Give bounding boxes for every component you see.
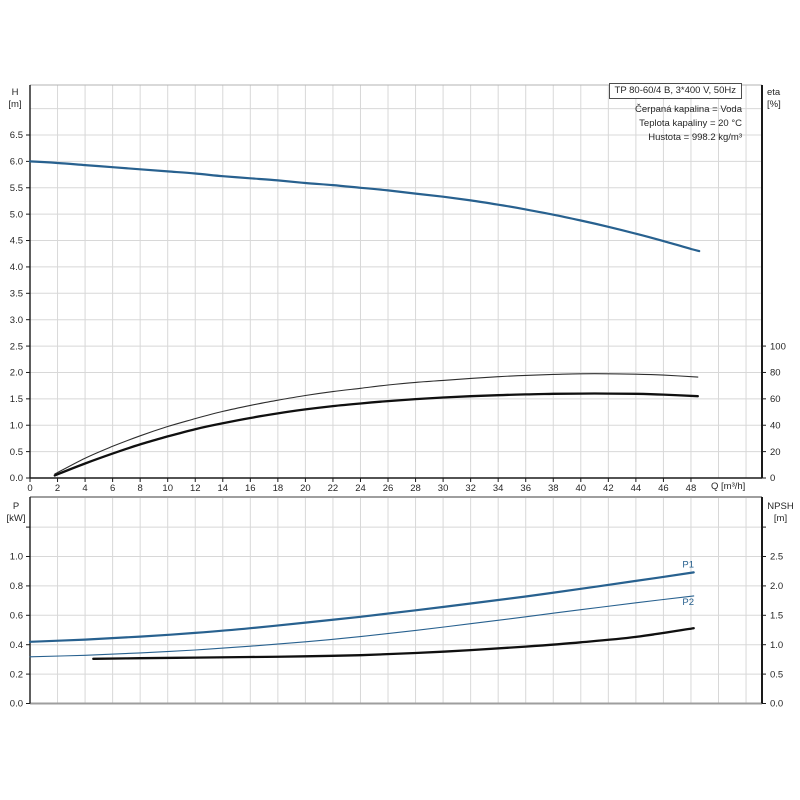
svg-text:0: 0 xyxy=(27,483,32,494)
svg-text:4: 4 xyxy=(82,483,87,494)
svg-text:20: 20 xyxy=(300,483,311,494)
power-npsh-tick-labels: 0.0 0.2 0.4 0.6 0.8 1.0 0.0 0.5 1.0 1.5 2.0 2.5 xyxy=(10,526,783,710)
svg-text:2.0: 2.0 xyxy=(770,581,783,592)
eta-axis-title-line1: eta xyxy=(767,87,781,98)
pump-info-lines: Čerpaná kapalina = Voda Teplota kapaliny… xyxy=(635,103,742,145)
eta-thick-curve xyxy=(53,392,699,477)
svg-text:80: 80 xyxy=(770,368,781,379)
svg-text:2.5: 2.5 xyxy=(770,552,783,563)
svg-text:0.6: 0.6 xyxy=(10,611,23,622)
svg-text:12: 12 xyxy=(190,483,201,494)
h-curve xyxy=(28,160,701,253)
svg-text:5.5: 5.5 xyxy=(10,183,23,194)
svg-text:30: 30 xyxy=(438,483,449,494)
svg-text:6.0: 6.0 xyxy=(10,157,23,168)
svg-text:46: 46 xyxy=(658,483,669,494)
svg-text:14: 14 xyxy=(217,483,228,494)
svg-text:34: 34 xyxy=(493,483,504,494)
svg-text:22: 22 xyxy=(328,483,339,494)
eta-axis-title-line2: [%] xyxy=(767,98,781,110)
svg-text:6.5: 6.5 xyxy=(10,130,23,141)
svg-text:1.5: 1.5 xyxy=(770,611,783,622)
p-axis-title-line1: P xyxy=(12,501,20,512)
svg-text:0.0: 0.0 xyxy=(770,699,783,710)
svg-text:1.0: 1.0 xyxy=(10,552,23,563)
svg-text:8: 8 xyxy=(138,483,143,494)
svg-text:44: 44 xyxy=(631,483,642,494)
svg-text:1.0: 1.0 xyxy=(10,420,23,431)
svg-text:0.5: 0.5 xyxy=(10,447,23,458)
svg-text:0: 0 xyxy=(770,473,775,484)
p-axis-title: P [kW] xyxy=(2,501,30,524)
p-axis-title-line2: [kW] xyxy=(6,512,26,524)
svg-text:38: 38 xyxy=(548,483,559,494)
svg-text:20: 20 xyxy=(770,447,781,458)
svg-text:0.8: 0.8 xyxy=(10,581,23,592)
svg-text:3.5: 3.5 xyxy=(10,289,23,300)
h-axis-title-line1: H xyxy=(11,87,19,98)
power-npsh-chart: 0.0 0.2 0.4 0.6 0.8 1.0 0.0 0.5 1.0 1.5 2.0 2.5 P1 P2 xyxy=(10,496,783,710)
svg-text:48: 48 xyxy=(686,483,697,494)
npsh-axis-title: NPSH [m] xyxy=(761,501,800,524)
p1-curve-label: P1 xyxy=(682,560,694,571)
svg-text:0.5: 0.5 xyxy=(770,669,783,680)
info-line-fluid: Čerpaná kapalina = Voda xyxy=(635,104,742,115)
p2-curve xyxy=(29,595,695,658)
eta-thin-curve xyxy=(54,373,699,475)
eta-axis-title: eta [%] xyxy=(767,87,799,110)
svg-text:6: 6 xyxy=(110,483,115,494)
svg-text:40: 40 xyxy=(576,483,587,494)
q-axis-title: Q [m³/h] xyxy=(711,481,746,492)
h-axis-title-line2: [m] xyxy=(8,98,22,110)
svg-text:40: 40 xyxy=(770,420,781,431)
svg-text:0.4: 0.4 xyxy=(10,640,23,651)
svg-text:3.0: 3.0 xyxy=(10,315,23,326)
svg-text:2.5: 2.5 xyxy=(10,341,23,352)
svg-text:0.0: 0.0 xyxy=(10,699,23,710)
svg-text:100: 100 xyxy=(770,341,786,352)
svg-text:5.0: 5.0 xyxy=(10,209,23,220)
head-efficiency-gridlines xyxy=(30,85,762,478)
svg-text:1.0: 1.0 xyxy=(770,640,783,651)
svg-text:0.0: 0.0 xyxy=(10,473,23,484)
svg-text:18: 18 xyxy=(273,483,284,494)
svg-text:32: 32 xyxy=(465,483,476,494)
pump-model-title: TP 80-60/4 B, 3*400 V, 50Hz xyxy=(608,83,742,99)
h-axis-title: H [m] xyxy=(2,87,28,110)
p2-curve-label: P2 xyxy=(682,597,694,608)
npsh-curve xyxy=(92,627,695,660)
power-npsh-gridlines xyxy=(30,497,762,704)
svg-text:1.5: 1.5 xyxy=(10,394,23,405)
npsh-axis-title-line2: [m] xyxy=(773,512,788,524)
npsh-axis-title-line1: NPSH xyxy=(767,501,794,512)
head-efficiency-tick-labels: 0.0 0.5 1.0 1.5 2.0 2.5 3.0 3.5 4.0 4.5 5.0 5.5 6.0 6… xyxy=(10,130,786,494)
svg-text:42: 42 xyxy=(603,483,614,494)
info-line-temperature: Teplota kapaliny = 20 °C xyxy=(639,118,742,129)
power-npsh-frame xyxy=(29,496,763,705)
svg-text:16: 16 xyxy=(245,483,256,494)
svg-text:24: 24 xyxy=(355,483,366,494)
svg-text:4.0: 4.0 xyxy=(10,262,23,273)
info-line-density: Hustota = 998.2 kg/m³ xyxy=(648,132,742,143)
p1-curve xyxy=(28,571,695,643)
svg-text:4.5: 4.5 xyxy=(10,236,23,247)
svg-text:0.2: 0.2 xyxy=(10,669,23,680)
head-efficiency-chart: 0.0 0.5 1.0 1.5 2.0 2.5 3.0 3.5 4.0 4.5 5.0 5.5 6.0 6… xyxy=(10,84,786,494)
svg-text:2: 2 xyxy=(55,483,60,494)
svg-text:10: 10 xyxy=(162,483,173,494)
svg-text:2.0: 2.0 xyxy=(10,368,23,379)
svg-text:60: 60 xyxy=(770,394,781,405)
svg-text:36: 36 xyxy=(520,483,531,494)
svg-text:26: 26 xyxy=(383,483,394,494)
svg-text:28: 28 xyxy=(410,483,421,494)
